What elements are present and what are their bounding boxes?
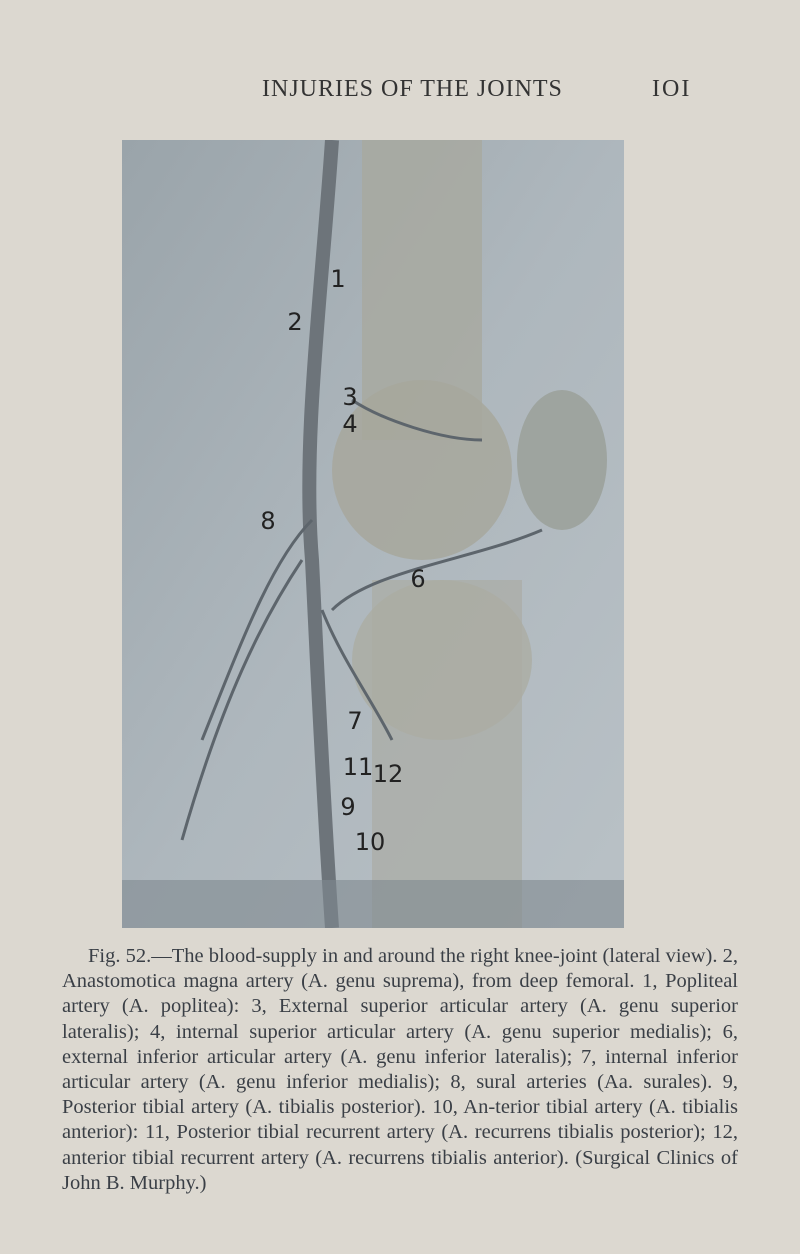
figure-label: 7 [347,707,362,735]
figure-label: 4 [342,410,357,438]
figure-label: 1 [330,265,345,293]
figure-label: 8 [260,507,275,535]
figure-label: 2 [287,308,302,336]
running-head: INJURIES OF THE JOINTS [262,76,563,102]
figure-label: 11 [343,753,374,781]
figure-label: 12 [373,760,404,788]
figure-caption: Fig. 52.—The blood-supply in and around … [62,945,738,1194]
figure-label: 3 [342,383,357,411]
figure-label: 6 [410,565,425,593]
page-number: IOI [652,76,692,102]
figure-label: 9 [340,793,355,821]
figure-label: 10 [355,828,386,856]
